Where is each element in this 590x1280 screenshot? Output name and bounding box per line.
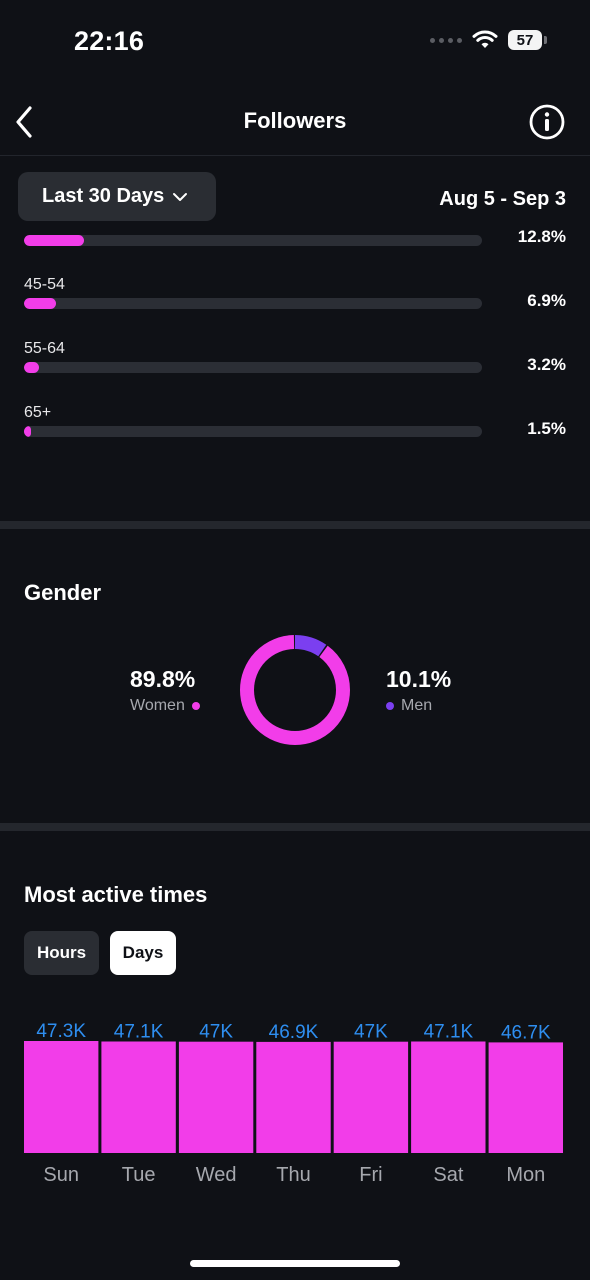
bar-category-label: Sat [433, 1164, 463, 1186]
gender-title: Gender [24, 580, 102, 605]
chevron-down-icon [173, 192, 188, 201]
bar-sat[interactable] [411, 1041, 486, 1154]
section-divider [0, 823, 590, 831]
men-value: 10.1% [386, 666, 452, 692]
age-fill [24, 235, 84, 246]
header-divider [0, 155, 590, 156]
bar-value-label: 46.7K [501, 1022, 551, 1043]
bar-thu[interactable] [256, 1041, 331, 1153]
signal-dots-icon [430, 37, 462, 43]
age-track [24, 426, 482, 437]
donut-slice-women [240, 635, 350, 745]
active-days-bar-chart: 47.3K Sun 47.1K Tue 47K Wed 46.9K Thu 47K Fri 47.1… [24, 1021, 563, 1186]
age-track [24, 362, 482, 373]
bar-tue[interactable] [101, 1041, 176, 1154]
hours-toggle-button[interactable]: Hours [24, 931, 99, 975]
bar-fri[interactable] [333, 1041, 409, 1153]
bar-category-label: Tue [122, 1164, 156, 1186]
age-pct: 1.5% [527, 419, 566, 438]
age-pct: 3.2% [527, 355, 566, 374]
bar-category-label: Sun [43, 1164, 79, 1186]
age-row: 45-54 6.9% [24, 276, 566, 336]
age-track [24, 298, 482, 309]
women-label: Women [130, 697, 185, 714]
bar-value-label: 46.9K [269, 1022, 319, 1043]
age-label: 65+ [24, 404, 52, 421]
date-range-dropdown-label: Last 30 Days [42, 185, 165, 207]
date-range-text: Aug 5 - Sep 3 [439, 188, 566, 210]
bar-value-label: 47K [199, 1022, 233, 1043]
age-fill [24, 426, 32, 437]
status-icons: 57 [430, 30, 547, 50]
men-dot-icon [386, 702, 394, 710]
page-title: Followers [243, 108, 347, 133]
bar-sun[interactable] [24, 1041, 99, 1153]
back-chevron-icon[interactable] [12, 104, 36, 140]
info-icon[interactable] [528, 103, 566, 141]
men-label: Men [401, 697, 433, 714]
bar-category-label: Fri [359, 1164, 382, 1186]
wifi-icon [472, 30, 498, 48]
home-indicator[interactable] [190, 1260, 400, 1267]
age-row-partial: 12.8% [0, 225, 590, 253]
bar-category-label: Mon [506, 1164, 545, 1186]
gender-men: 10.1% Men [386, 666, 451, 715]
age-label: 55-64 [24, 340, 65, 357]
battery-icon: 57 [508, 30, 547, 50]
gender-women: 89.8% Women [130, 666, 200, 715]
age-row: 55-64 3.2% [24, 340, 566, 400]
bar-category-label: Wed [196, 1164, 237, 1186]
bar-value-label: 47K [354, 1022, 388, 1043]
women-value: 89.8% [130, 666, 196, 692]
status-time: 22:16 [74, 26, 145, 56]
age-label: 45-54 [24, 276, 65, 293]
age-pct: 12.8% [517, 227, 566, 246]
age-row: 65+ 1.5% [24, 404, 566, 464]
bar-value-label: 47.3K [36, 1021, 86, 1042]
gender-donut-chart [240, 635, 350, 745]
date-range-dropdown[interactable]: Last 30 Days [18, 172, 216, 221]
women-dot-icon [191, 702, 200, 710]
age-track [24, 235, 482, 246]
bar-wed[interactable] [178, 1041, 254, 1153]
age-fill [24, 362, 39, 373]
donut-slice-men [240, 635, 350, 745]
active-times-title: Most active times [24, 882, 208, 907]
bar-mon[interactable] [488, 1042, 563, 1153]
bar-category-label: Thu [276, 1164, 310, 1186]
days-toggle-button[interactable]: Days [110, 931, 176, 975]
section-divider [0, 521, 590, 529]
age-fill [24, 298, 57, 309]
age-pct: 6.9% [527, 291, 566, 310]
bar-value-label: 47.1K [424, 1022, 474, 1043]
bar-value-label: 47.1K [114, 1022, 164, 1043]
